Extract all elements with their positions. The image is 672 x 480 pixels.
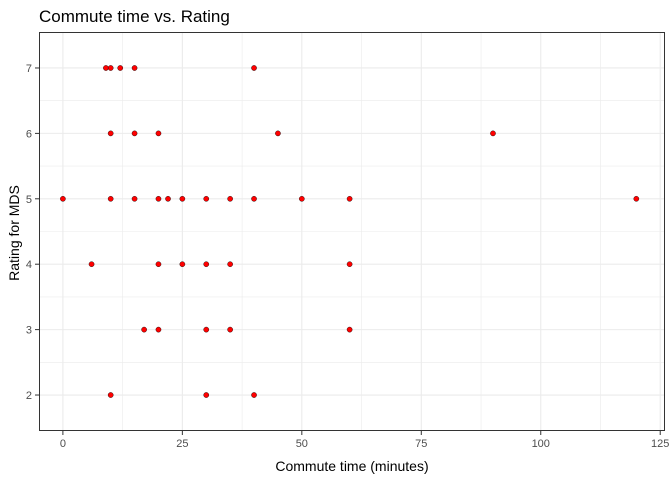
chart-title: Commute time vs. Rating	[39, 7, 230, 26]
plot-panel-border	[39, 32, 665, 431]
data-point	[131, 130, 138, 137]
y-tick-label: 2	[26, 390, 32, 402]
data-point	[107, 130, 114, 137]
x-tick-label: 125	[651, 438, 669, 450]
data-point	[346, 195, 353, 202]
data-point	[131, 195, 138, 202]
data-point	[155, 261, 162, 268]
data-point	[179, 261, 186, 268]
data-point	[251, 392, 257, 398]
y-tick-label: 4	[26, 259, 32, 271]
data-point	[60, 195, 66, 202]
data-point	[203, 195, 210, 202]
data-point	[165, 195, 171, 202]
data-point	[179, 195, 186, 202]
data-point	[203, 261, 210, 268]
x-tick-label: 50	[296, 438, 308, 450]
y-axis-ticks: 2 3 4 5 6 7	[26, 63, 39, 402]
x-tick-label: 0	[60, 438, 66, 450]
y-axis-title: Rating for MDS	[6, 185, 22, 281]
y-tick-label: 6	[26, 128, 32, 140]
grid-lines	[39, 32, 665, 431]
x-axis-title: Commute time (minutes)	[275, 458, 428, 474]
data-point	[107, 392, 114, 398]
data-point	[227, 261, 233, 268]
x-axis-ticks: 0 25 50 75 100 125	[60, 431, 669, 450]
data-point	[155, 326, 162, 333]
data-point	[346, 326, 353, 333]
y-tick-label: 3	[26, 325, 32, 337]
data-point	[227, 195, 233, 202]
y-tick-label: 5	[26, 194, 32, 206]
x-tick-label: 75	[415, 438, 427, 450]
data-point	[275, 130, 281, 137]
data-point	[88, 261, 95, 268]
data-points	[60, 65, 640, 398]
x-tick-label: 25	[176, 438, 188, 450]
data-point	[251, 195, 257, 202]
data-point	[251, 65, 257, 71]
data-point	[490, 130, 496, 137]
data-point	[633, 195, 640, 202]
data-point	[299, 195, 305, 202]
data-point	[141, 326, 147, 333]
x-tick-label: 100	[532, 438, 550, 450]
data-point	[346, 261, 353, 268]
data-point	[107, 195, 114, 202]
data-point	[103, 65, 109, 71]
data-point	[155, 130, 162, 137]
data-point	[203, 392, 210, 398]
data-point	[131, 65, 138, 71]
data-point	[155, 195, 162, 202]
y-tick-label: 7	[26, 63, 32, 75]
data-point	[117, 65, 124, 71]
data-point	[203, 326, 210, 333]
data-point	[227, 326, 233, 333]
data-point	[107, 65, 114, 71]
